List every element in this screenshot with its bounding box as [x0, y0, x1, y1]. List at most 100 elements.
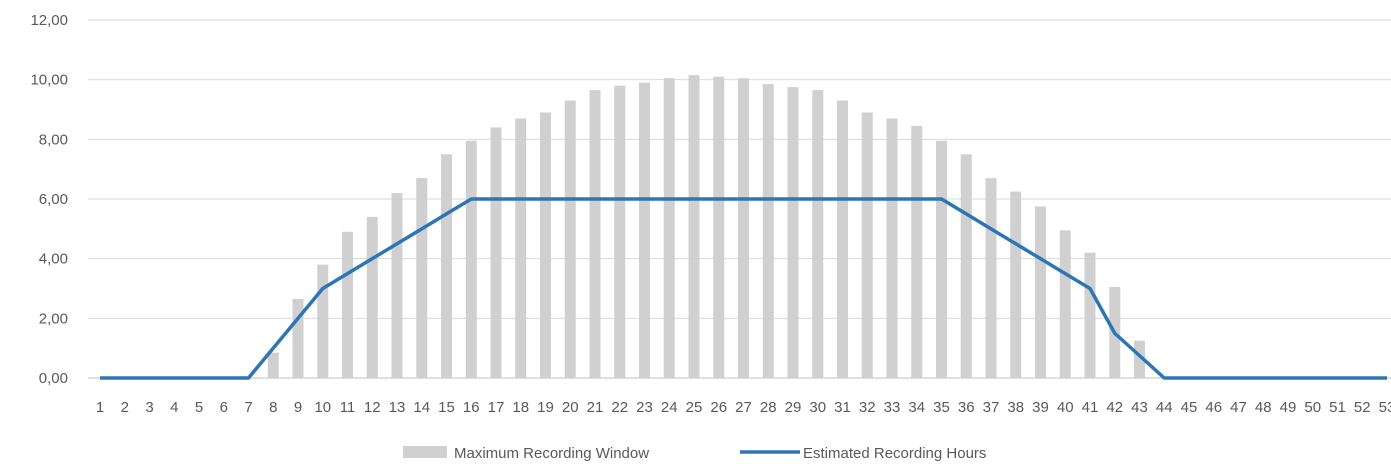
x-tick-label: 45: [1181, 399, 1198, 416]
bar: [342, 231, 353, 378]
bar: [465, 140, 477, 378]
bar: [267, 352, 279, 378]
x-tick-label: 43: [1131, 399, 1148, 416]
bar: [1010, 191, 1022, 378]
x-tick-label: 6: [220, 399, 228, 416]
x-tick-label: 51: [1329, 399, 1346, 416]
bar: [985, 178, 997, 378]
bar: [391, 193, 403, 378]
y-tick-label: 4,00: [39, 251, 68, 268]
bar: [886, 118, 898, 378]
x-tick-label: 25: [686, 399, 703, 416]
x-tick-label: 7: [244, 399, 252, 416]
x-tick-label: 52: [1354, 399, 1371, 416]
bar: [713, 76, 725, 378]
bar: [441, 154, 452, 378]
x-tick-label: 29: [785, 399, 802, 416]
x-axis-ticks: 1 2 3 4 5 6 7 8 9 10 11 12 13 14 15 16 17 18 19 20 21 22 23 24 2…: [96, 399, 1391, 416]
x-tick-label: 8: [269, 399, 277, 416]
bar: [837, 100, 848, 379]
bar: [960, 154, 972, 378]
x-tick-label: 4: [170, 399, 178, 416]
x-tick-label: 3: [145, 399, 153, 416]
bar: [589, 90, 601, 378]
x-tick-label: 1: [96, 399, 104, 416]
x-tick-label: 28: [760, 399, 777, 416]
x-tick-label: 49: [1280, 399, 1297, 416]
legend-swatch-bar: [403, 446, 447, 458]
series-line: [100, 197, 1387, 380]
x-tick-label: 13: [389, 399, 406, 416]
bar: [688, 75, 700, 379]
y-tick-label: 10,00: [30, 72, 68, 89]
x-tick-label: 23: [636, 399, 653, 416]
y-tick-label: 6,00: [39, 191, 68, 208]
bar: [366, 216, 378, 378]
x-tick-label: 35: [933, 399, 950, 416]
x-tick-label: 40: [1057, 399, 1074, 416]
bar: [614, 85, 626, 378]
y-tick-label: 0,00: [39, 370, 68, 387]
bar: [639, 82, 650, 379]
x-tick-label: 12: [364, 399, 381, 416]
bar: [812, 90, 824, 378]
bar: [663, 78, 675, 379]
x-tick-label: 32: [859, 399, 876, 416]
x-tick-label: 36: [958, 399, 975, 416]
x-tick-label: 38: [1007, 399, 1024, 416]
x-tick-label: 26: [710, 399, 727, 416]
x-tick-label: 48: [1255, 399, 1272, 416]
bar: [762, 84, 774, 379]
x-tick-label: 44: [1156, 399, 1173, 416]
bar: [1134, 340, 1145, 378]
bar: [564, 100, 576, 379]
bar: [738, 78, 749, 379]
x-tick-label: 27: [735, 399, 752, 416]
x-tick-label: 18: [512, 399, 529, 416]
x-tick-label: 30: [809, 399, 826, 416]
y-tick-label: 12,00: [30, 12, 68, 29]
legend: Maximum Recording Window Estimated Record…: [403, 445, 986, 462]
bar: [911, 125, 923, 379]
x-tick-label: 10: [314, 399, 331, 416]
x-tick-label: 42: [1106, 399, 1123, 416]
x-tick-label: 50: [1304, 399, 1321, 416]
x-tick-label: 31: [834, 399, 851, 416]
bar-series: [267, 75, 1145, 379]
x-tick-label: 34: [908, 399, 925, 416]
y-tick-label: 8,00: [39, 131, 68, 148]
bar: [1059, 230, 1071, 378]
x-tick-label: 2: [121, 399, 129, 416]
x-tick-label: 22: [611, 399, 628, 416]
x-tick-label: 19: [537, 399, 554, 416]
x-tick-label: 14: [413, 399, 430, 416]
bar: [861, 112, 873, 378]
x-tick-label: 47: [1230, 399, 1247, 416]
bar: [787, 87, 799, 378]
x-tick-label: 33: [884, 399, 901, 416]
bar: [936, 140, 947, 378]
y-tick-label: 2,00: [39, 310, 68, 327]
bar: [540, 112, 551, 378]
legend-label: Maximum Recording Window: [454, 445, 649, 462]
x-tick-label: 37: [983, 399, 1000, 416]
x-tick-label: 53: [1379, 399, 1391, 416]
x-tick-label: 17: [488, 399, 505, 416]
x-tick-label: 9: [294, 399, 302, 416]
bar: [515, 118, 527, 378]
x-tick-label: 11: [340, 399, 356, 416]
legend-label: Estimated Recording Hours: [803, 445, 986, 462]
x-tick-label: 5: [195, 399, 203, 416]
line-series: [100, 197, 1387, 380]
bar: [292, 298, 304, 378]
x-tick-label: 21: [587, 399, 604, 416]
bar: [416, 178, 428, 378]
x-tick-label: 41: [1082, 399, 1099, 416]
x-tick-label: 46: [1205, 399, 1222, 416]
bar: [317, 264, 329, 378]
x-tick-label: 16: [463, 399, 480, 416]
x-tick-label: 15: [438, 399, 455, 416]
bar: [490, 127, 502, 379]
